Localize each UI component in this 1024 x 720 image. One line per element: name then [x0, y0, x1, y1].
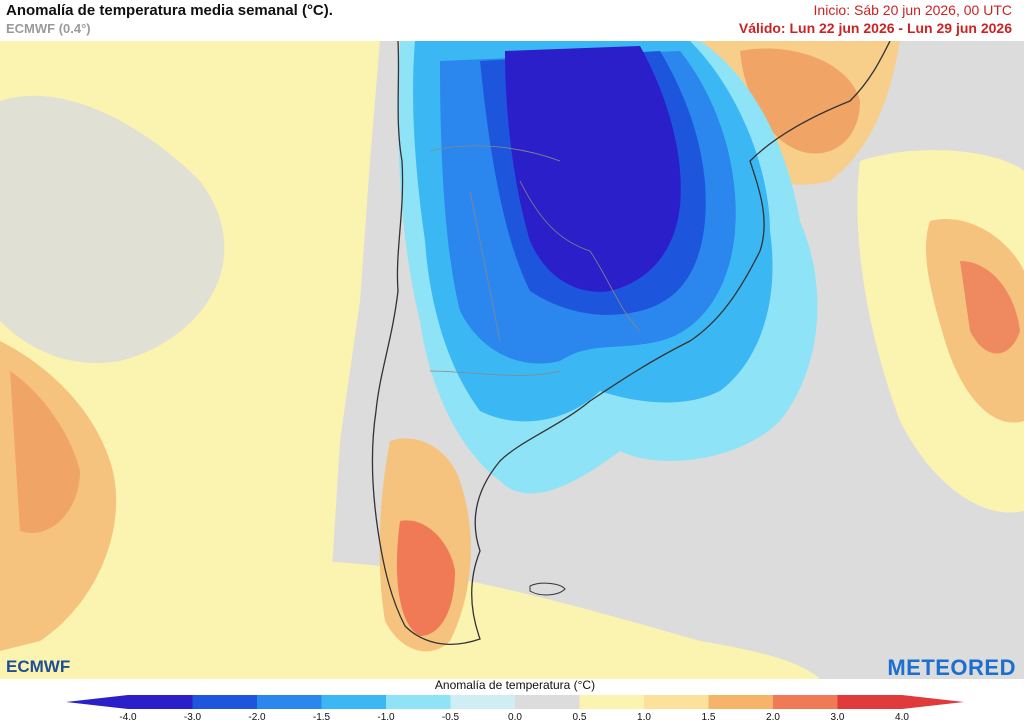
legend-swatch — [837, 695, 903, 709]
legend-tick-label: 0.5 — [573, 712, 587, 720]
legend-tick-label: -1.5 — [313, 712, 331, 720]
legend-tick-label: 0.0 — [508, 712, 522, 720]
legend-swatch — [257, 695, 322, 709]
map-title: Anomalía de temperatura media semanal (°… — [6, 2, 333, 19]
legend-tick-label: 3.0 — [831, 712, 845, 720]
legend-swatch — [386, 695, 451, 709]
legend-swatch — [644, 695, 709, 709]
ecmwf-logo: ECMWF — [6, 657, 71, 676]
legend-tick-label: -2.0 — [248, 712, 266, 720]
init-time: Inicio: Sáb 20 jun 2026, 00 UTC — [813, 2, 1012, 18]
meteored-logo: METEORED — [887, 655, 1016, 680]
legend-swatch — [192, 695, 258, 709]
legend-swatch — [128, 695, 193, 709]
legend-swatch — [450, 695, 516, 709]
model-label: ECMWF (0.4°) — [6, 21, 91, 36]
anomaly-map — [0, 41, 1024, 679]
legend-bar: -4.0 -3.0 -2.0 -1.5 -1.0 -0.5 0.0 0.5 1.0 1.5 2.0 3… — [66, 695, 964, 720]
legend-tick-label: -1.0 — [377, 712, 395, 720]
legend-swatch — [579, 695, 645, 709]
legend-arrow-right — [902, 695, 964, 709]
color-legend: Anomalía de temperatura (°C) -4.0 -3.0 -2.… — [60, 678, 970, 720]
legend-swatch — [708, 695, 774, 709]
legend-swatch — [773, 695, 838, 709]
legend-swatch — [515, 695, 580, 709]
legend-tick-label: 1.0 — [637, 712, 651, 720]
legend-tick-label: 2.0 — [766, 712, 780, 720]
legend-arrow-left — [66, 695, 128, 709]
legend-tick-label: -3.0 — [184, 712, 202, 720]
legend-tick-label: 4.0 — [895, 712, 909, 720]
legend-tick-label: -4.0 — [119, 712, 137, 720]
legend-swatch — [321, 695, 387, 709]
legend-tick-label: -0.5 — [442, 712, 460, 720]
legend-tick-label: 1.5 — [702, 712, 716, 720]
legend-title: Anomalía de temperatura (°C) — [434, 678, 596, 692]
valid-period: Válido: Lun 22 jun 2026 - Lun 29 jun 202… — [738, 20, 1012, 36]
